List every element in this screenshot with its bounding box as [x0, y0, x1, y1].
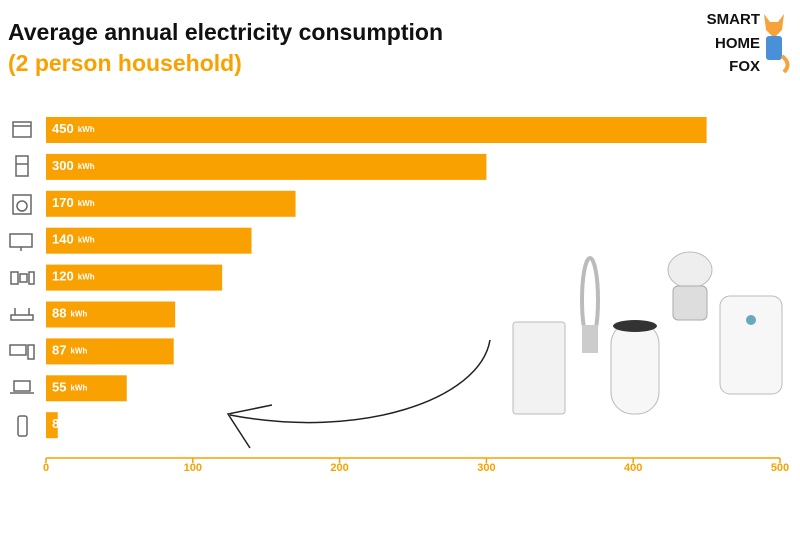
bar	[46, 264, 223, 291]
value-number: 8	[52, 417, 59, 432]
logo-text: SMART	[707, 11, 760, 28]
value-number: 300	[52, 158, 74, 173]
value-label: 8 kWh	[52, 417, 80, 432]
bar	[46, 227, 252, 254]
value-label: 170 kWh	[52, 195, 95, 210]
x-tick-label: 400	[624, 462, 642, 474]
chart-subtitle: (2 person household)	[8, 50, 242, 76]
value-unit: kWh	[70, 310, 87, 319]
x-tick-label: 200	[330, 462, 348, 474]
value-label: 55 kWh	[52, 380, 87, 395]
value-label: 450 kWh	[52, 121, 95, 136]
value-number: 120	[52, 269, 74, 284]
value-label: 300 kWh	[52, 158, 95, 173]
x-tick-label: 300	[477, 462, 495, 474]
value-unit: kWh	[70, 383, 87, 392]
value-unit: kWh	[70, 347, 87, 356]
category-icons	[9, 121, 35, 437]
fox-icon	[764, 14, 790, 74]
x-tick-label: 0	[43, 462, 49, 474]
value-unit: kWh	[78, 199, 95, 208]
logo-text: HOME	[715, 35, 760, 52]
bar	[46, 375, 127, 402]
value-label: 87 kWh	[52, 343, 87, 358]
value-number: 140	[52, 232, 74, 247]
logo: SMART HOME FOX	[707, 11, 760, 75]
value-number: 88	[52, 306, 66, 321]
chart-title: Average annual electricity consumption	[8, 19, 443, 45]
bar	[46, 412, 58, 439]
bar	[46, 338, 174, 365]
value-number: 55	[52, 380, 66, 395]
value-unit: kWh	[78, 162, 95, 171]
product-images	[512, 251, 783, 415]
value-number: 170	[52, 195, 74, 210]
value-unit: kWh	[63, 420, 80, 429]
value-unit: kWh	[78, 273, 95, 282]
value-label: 120 kWh	[52, 269, 95, 284]
x-tick-label: 100	[184, 462, 202, 474]
value-label: 140 kWh	[52, 232, 95, 247]
value-label: 88 kWh	[52, 306, 87, 321]
value-number: 87	[52, 343, 66, 358]
value-number: 450	[52, 121, 74, 136]
bar	[46, 117, 707, 143]
logo-text: FOX	[729, 58, 760, 75]
arrow	[226, 339, 491, 449]
x-tick-label: 500	[771, 462, 789, 474]
bar	[46, 153, 487, 180]
value-unit: kWh	[78, 125, 95, 134]
value-unit: kWh	[78, 236, 95, 245]
bar	[46, 190, 296, 217]
bar	[46, 301, 176, 328]
